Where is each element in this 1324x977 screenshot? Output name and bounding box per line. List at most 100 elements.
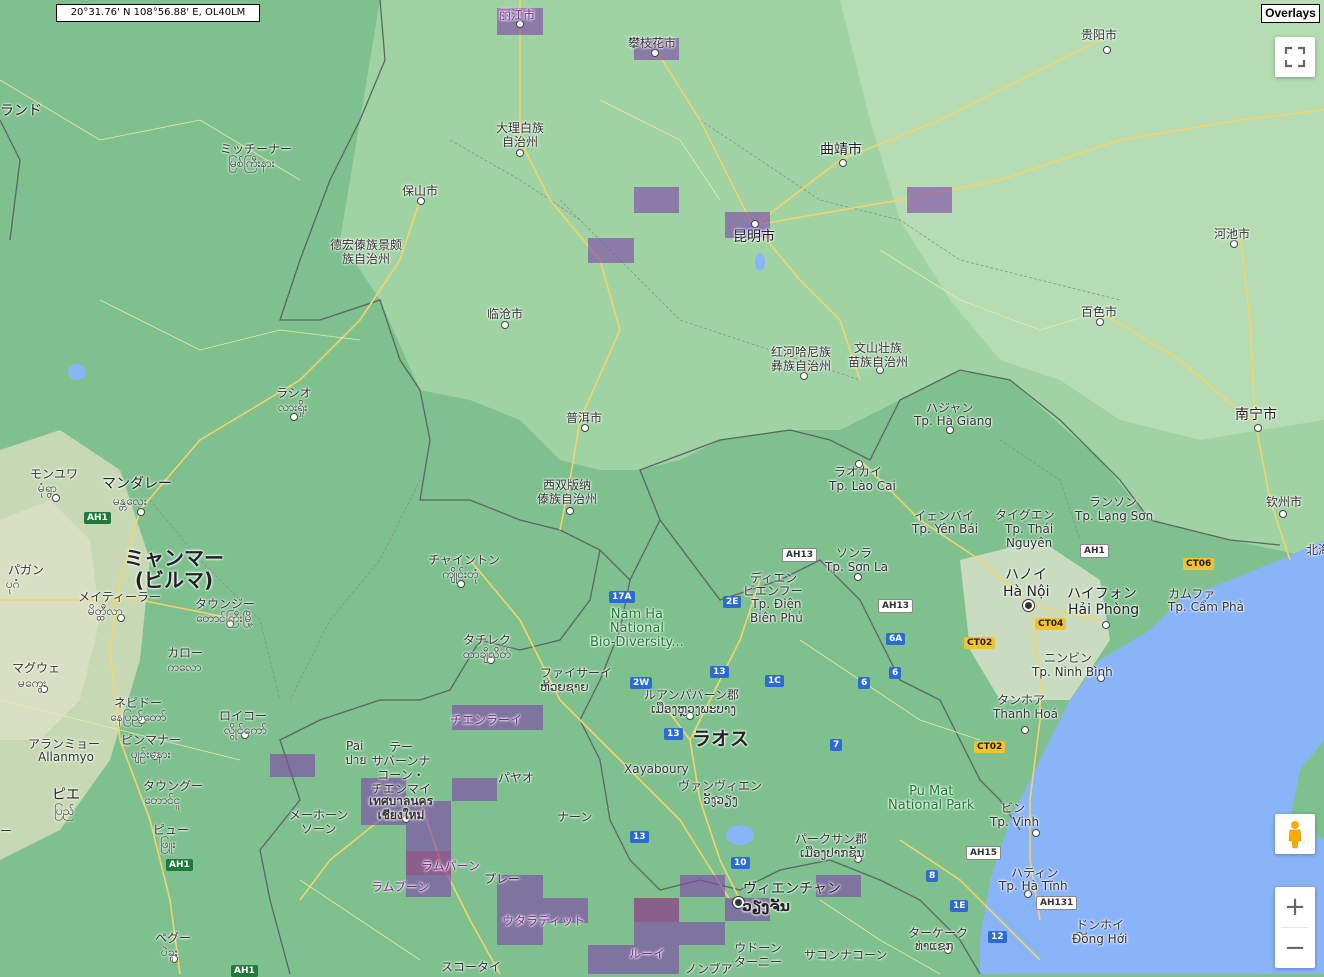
map-label: မိတ္ထီလာ bbox=[88, 604, 123, 618]
city-marker bbox=[854, 855, 862, 863]
road-shield: CT02 bbox=[974, 741, 1006, 753]
map-label: ເມືອງຫຼວງພະບາງ bbox=[651, 702, 737, 716]
map-label: Tp. Điện Biên Phủ bbox=[750, 597, 803, 625]
map-label: ဖြူး bbox=[160, 837, 176, 851]
city-marker bbox=[151, 752, 159, 760]
city-marker bbox=[686, 712, 694, 720]
map-label: メイティーラー bbox=[78, 590, 162, 604]
city-marker bbox=[1021, 726, 1029, 734]
road-shield: 2E bbox=[723, 596, 742, 608]
road-shield: 1C bbox=[765, 675, 784, 687]
road-shield: CT04 bbox=[1035, 618, 1067, 630]
city-marker bbox=[1032, 829, 1040, 837]
overlay-cell[interactable] bbox=[634, 187, 679, 213]
road-shield: 12 bbox=[988, 931, 1007, 943]
map-label: 保山市 bbox=[402, 184, 439, 198]
map-label: マグウェ bbox=[12, 661, 61, 675]
map-label: 南宁市 bbox=[1235, 407, 1277, 423]
map-label: タンホア bbox=[997, 693, 1046, 707]
overlay-cell[interactable] bbox=[725, 212, 770, 238]
city-marker bbox=[751, 220, 759, 228]
map-label: Tp. Yên Bái bbox=[912, 522, 979, 536]
map-label: ファイサーイ bbox=[540, 666, 613, 680]
city-marker bbox=[241, 731, 249, 739]
overlay-cell[interactable] bbox=[816, 875, 861, 897]
map-label: ပဲခူး bbox=[161, 945, 178, 959]
overlay-cell[interactable] bbox=[680, 875, 725, 897]
map-label: ピエ bbox=[52, 787, 80, 803]
map-label: Tp. Vinh bbox=[990, 815, 1040, 829]
map-label: Tp. Thái Nguyên bbox=[1005, 522, 1054, 550]
map-label: မကွေး bbox=[18, 676, 47, 690]
map-label: ပုဂံ bbox=[6, 577, 20, 591]
overlay-cell[interactable] bbox=[406, 875, 451, 897]
map-label: 昆明市 bbox=[733, 229, 775, 245]
overlay-cell[interactable] bbox=[634, 922, 725, 945]
map-label: ニンビン bbox=[1044, 651, 1093, 665]
city-marker bbox=[402, 815, 410, 823]
city-marker bbox=[487, 656, 495, 664]
pegman-icon bbox=[1288, 821, 1302, 849]
map-label: 红河哈尼族 彝族自治州 bbox=[771, 345, 832, 373]
city-marker bbox=[417, 197, 425, 205]
map-label: 普洱市 bbox=[566, 411, 603, 425]
overlay-cell[interactable] bbox=[270, 754, 315, 777]
map-label: ပြည် bbox=[54, 804, 75, 818]
overlay-cell[interactable] bbox=[907, 187, 952, 213]
road-shield: CT02 bbox=[964, 637, 996, 649]
road-shield: 6A bbox=[886, 633, 906, 645]
overlay-cell[interactable] bbox=[634, 898, 679, 922]
road-shield: 6 bbox=[889, 667, 902, 679]
road-shield: 6 bbox=[858, 677, 871, 689]
city-marker bbox=[566, 507, 574, 515]
street-view-pegman[interactable] bbox=[1275, 814, 1315, 854]
city-marker bbox=[946, 426, 954, 434]
map-label: ナーン bbox=[557, 810, 593, 824]
map-label: ルーイ bbox=[629, 947, 666, 961]
map-label: ネピドー bbox=[114, 696, 163, 710]
overlay-cell[interactable] bbox=[406, 851, 451, 875]
overlay-cell[interactable] bbox=[406, 801, 451, 851]
map-label: ເມືອງປາກຊັນ bbox=[800, 846, 865, 860]
map-label: Tp. Ninh Bình bbox=[1032, 665, 1113, 679]
map-label: ターケーク bbox=[908, 926, 969, 940]
city-marker bbox=[712, 796, 720, 804]
overlay-cell[interactable] bbox=[452, 778, 497, 801]
map-label: ラシオ bbox=[276, 386, 312, 400]
map-label: Tp. Lào Cai bbox=[829, 479, 896, 493]
zoom-in-button[interactable]: + bbox=[1284, 892, 1306, 922]
road-shield: 8 bbox=[926, 870, 939, 882]
city-marker bbox=[855, 460, 863, 468]
map-label: မုံရွာ bbox=[38, 481, 57, 495]
map-label: ハイフォン bbox=[1067, 586, 1137, 602]
map-label: တောင်ငူ bbox=[144, 793, 181, 807]
map-label: 河池市 bbox=[1214, 227, 1251, 241]
city-marker bbox=[876, 366, 884, 374]
map-label: ပျဉ်းမနား bbox=[131, 747, 171, 761]
overlay-cell[interactable] bbox=[497, 875, 543, 945]
map-label: ビン bbox=[1001, 801, 1026, 815]
zoom-out-button[interactable]: − bbox=[1284, 933, 1306, 963]
overlay-cell[interactable] bbox=[588, 945, 679, 974]
map-label: パークサン郡 bbox=[795, 832, 868, 846]
map-label: Tp. Hà Giang bbox=[914, 414, 992, 428]
overlay-cell[interactable] bbox=[361, 778, 406, 825]
map-label: プレー bbox=[484, 872, 521, 886]
city-marker bbox=[1097, 674, 1105, 682]
overlays-button[interactable]: Overlays bbox=[1261, 4, 1320, 23]
map-label: Allanmyo bbox=[38, 750, 94, 764]
map-label: チエンラーイ bbox=[450, 713, 523, 727]
map-label: ကလော bbox=[167, 660, 202, 674]
map-label: ランド bbox=[0, 103, 42, 119]
capital-marker bbox=[733, 897, 744, 908]
map-label: တောင်ကြီးမြို့ bbox=[196, 611, 254, 625]
map-label: ディエン bbox=[750, 571, 798, 585]
fullscreen-button[interactable] bbox=[1275, 37, 1315, 77]
overlay-cell[interactable] bbox=[588, 238, 634, 263]
map-label: タウングー bbox=[143, 779, 204, 793]
road-shield: 2W bbox=[630, 677, 653, 689]
overlay-cell[interactable] bbox=[543, 898, 588, 923]
park-label: Pu Mat National Park bbox=[888, 784, 975, 813]
overlay-cell[interactable] bbox=[452, 705, 543, 730]
